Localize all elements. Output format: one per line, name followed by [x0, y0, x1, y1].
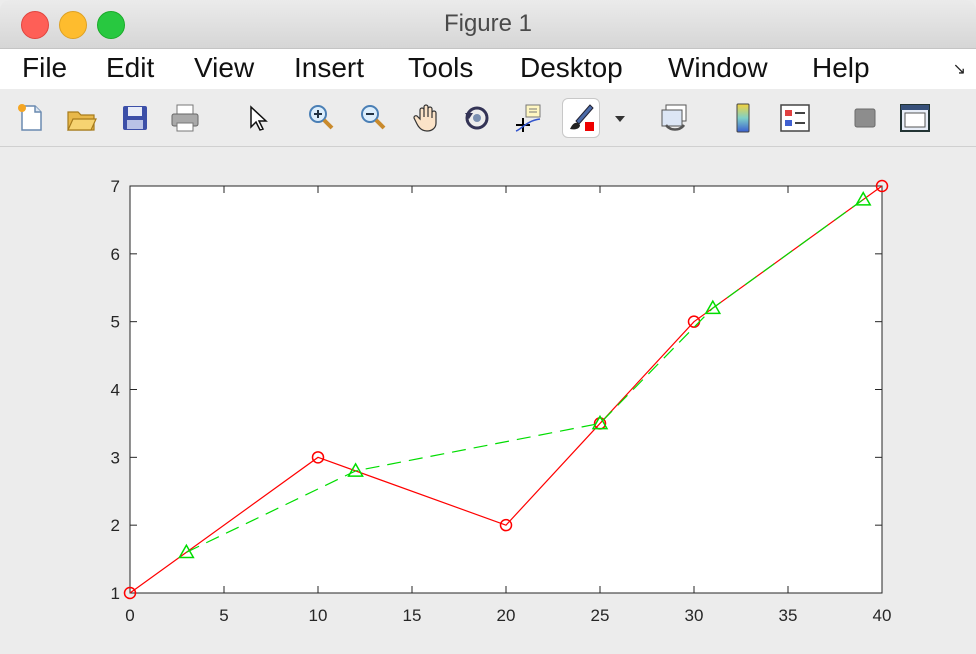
y-tick-label: 1 [111, 584, 120, 603]
series-1-line[interactable] [129, 185, 883, 594]
rotate-3d-icon[interactable] [458, 98, 496, 138]
x-tick-label: 25 [591, 606, 610, 625]
series-2-point[interactable] [704, 299, 722, 315]
maximize-window-button[interactable] [97, 11, 125, 39]
menu-file[interactable]: File [22, 52, 68, 83]
open-folder-icon[interactable] [62, 98, 100, 138]
x-tick-label: 0 [125, 606, 134, 625]
data-cursor-icon[interactable] [510, 98, 548, 138]
menu-overflow-icon[interactable]: ↘ [952, 61, 966, 78]
series-2-point[interactable] [347, 462, 364, 477]
hide-plot-tools-icon[interactable] [846, 98, 884, 138]
series-1-point[interactable] [875, 179, 889, 193]
save-icon[interactable] [116, 98, 154, 138]
series-1-point[interactable] [499, 518, 513, 532]
zoom-in-icon[interactable] [302, 98, 340, 138]
x-tick-label: 5 [219, 606, 228, 625]
y-tick-label: 6 [111, 245, 120, 264]
menu-insert[interactable]: Insert [294, 52, 365, 83]
menu-edit[interactable]: Edit [106, 52, 155, 83]
title-bar[interactable]: Figure 1 [0, 0, 976, 49]
menu-tools[interactable]: Tools [408, 52, 474, 83]
new-figure-icon[interactable] [12, 98, 50, 138]
menu-desktop[interactable]: Desktop [520, 52, 623, 83]
colorbar-icon[interactable] [724, 98, 762, 138]
x-tick-label: 20 [497, 606, 516, 625]
plot-area: 0 5 10 15 20 25 30 35 40 1 2 3 4 5 6 7 [0, 147, 976, 654]
menu-bar: File Edit View Insert Tools Desktop Wind… [0, 49, 976, 89]
series-1-point[interactable] [311, 451, 325, 464]
link-plot-icon[interactable] [656, 98, 694, 138]
menu-help[interactable]: Help [812, 52, 870, 83]
brush-icon[interactable] [562, 98, 600, 138]
y-tick-label: 5 [111, 313, 120, 332]
figure-toolbar [0, 90, 976, 147]
dropdown-arrow-icon[interactable] [610, 98, 630, 138]
zoom-out-icon[interactable] [354, 98, 392, 138]
x-tick-label: 30 [685, 606, 704, 625]
axes-box[interactable] [129, 185, 883, 594]
minimize-window-button[interactable] [59, 11, 87, 39]
legend-icon[interactable] [776, 98, 814, 138]
y-tick-label: 2 [111, 516, 120, 535]
print-icon[interactable] [166, 98, 204, 138]
series-2-point[interactable] [178, 543, 195, 559]
y-tick-label: 3 [111, 448, 120, 467]
line-chart[interactable]: 0 5 10 15 20 25 30 35 40 1 2 3 4 5 6 7 [0, 147, 976, 654]
y-tick-label: 7 [111, 177, 120, 196]
series-2-point[interactable] [591, 414, 609, 430]
pointer-arrow-icon[interactable] [238, 98, 276, 138]
close-window-button[interactable] [21, 11, 49, 39]
x-tick-label: 15 [403, 606, 422, 625]
pan-hand-icon[interactable] [408, 98, 446, 138]
window-title: Figure 1 [443, 10, 533, 37]
x-tick-label: 10 [309, 606, 328, 625]
show-plot-tools-icon[interactable] [896, 98, 934, 138]
y-tick-label: 4 [111, 381, 120, 400]
series-1-point[interactable] [123, 586, 137, 600]
x-tick-label: 40 [873, 606, 892, 625]
x-tick-label: 35 [779, 606, 798, 625]
menu-view[interactable]: View [194, 52, 255, 83]
series-2-point[interactable] [854, 191, 872, 206]
menu-window[interactable]: Window [668, 52, 768, 83]
